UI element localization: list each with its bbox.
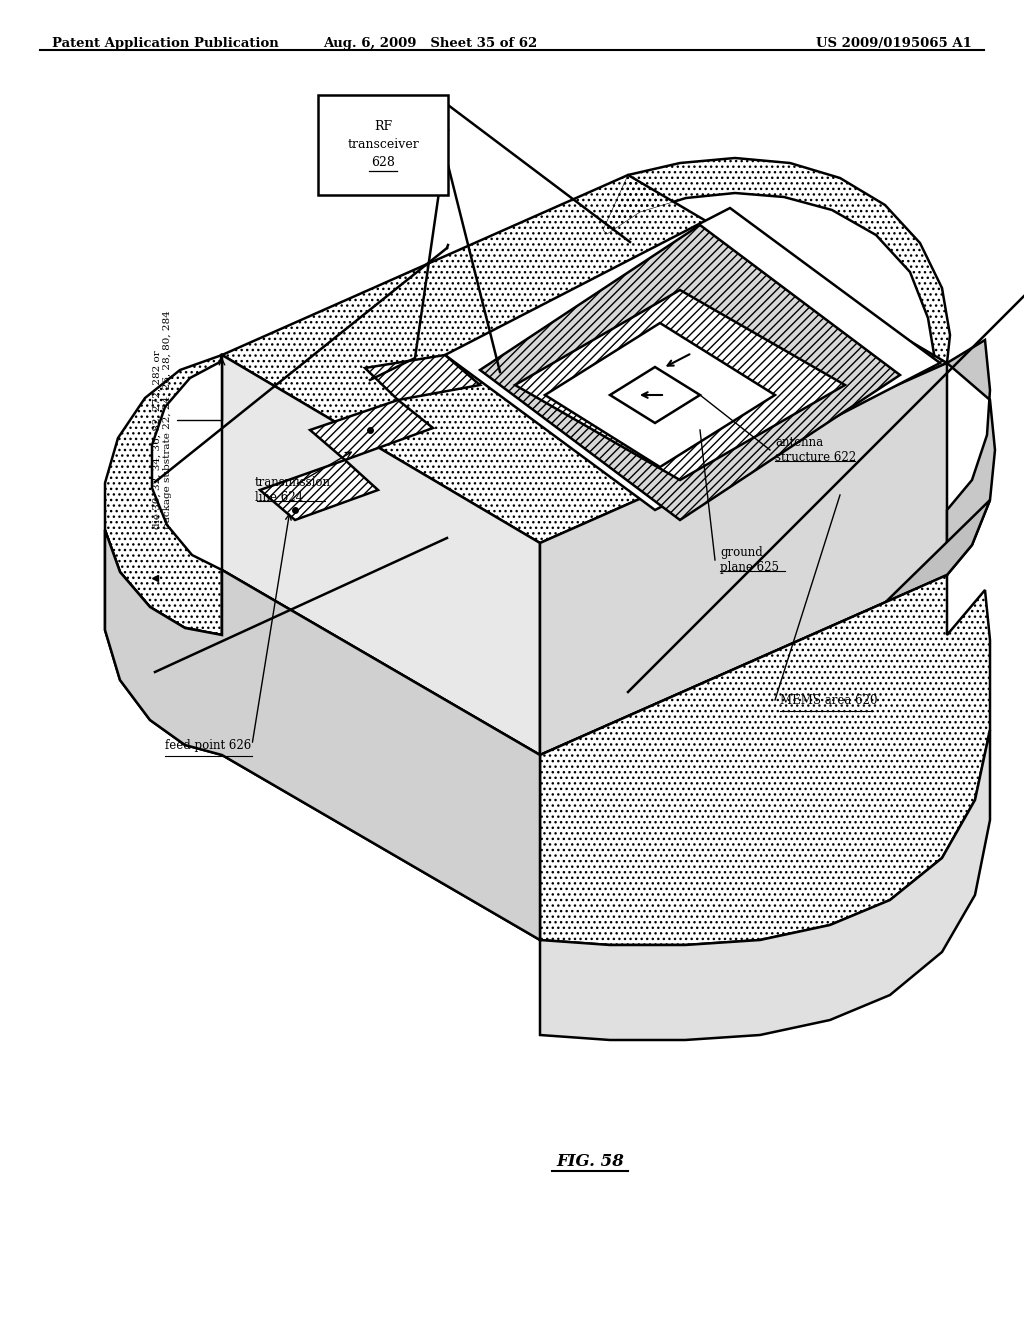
Polygon shape xyxy=(445,209,940,510)
Text: US 2009/0195065 A1: US 2009/0195065 A1 xyxy=(816,37,972,50)
Text: antenna
structure 622: antenna structure 622 xyxy=(775,436,856,465)
Polygon shape xyxy=(480,224,900,520)
Text: Aug. 6, 2009   Sheet 35 of 62: Aug. 6, 2009 Sheet 35 of 62 xyxy=(323,37,538,50)
Polygon shape xyxy=(365,355,480,400)
Text: 628: 628 xyxy=(371,157,395,169)
Polygon shape xyxy=(515,290,845,480)
Polygon shape xyxy=(947,341,995,576)
Bar xyxy=(318,95,449,195)
Text: feed point 626: feed point 626 xyxy=(165,738,251,751)
Text: Patent Application Publication: Patent Application Publication xyxy=(52,37,279,50)
Polygon shape xyxy=(222,355,540,755)
Polygon shape xyxy=(540,363,947,755)
Text: FIG. 58: FIG. 58 xyxy=(556,1154,624,1171)
Polygon shape xyxy=(540,500,990,940)
Polygon shape xyxy=(540,576,990,945)
Text: ground
plane 625: ground plane 625 xyxy=(720,546,779,574)
Polygon shape xyxy=(105,531,540,940)
Polygon shape xyxy=(540,730,990,1040)
Text: RF: RF xyxy=(374,120,392,133)
Text: MEMS area 620: MEMS area 620 xyxy=(780,693,878,706)
Polygon shape xyxy=(603,158,950,363)
Polygon shape xyxy=(105,531,540,940)
Polygon shape xyxy=(610,367,700,422)
Polygon shape xyxy=(310,400,433,459)
Text: die 30, 32, 34, 36, 82, 272, 282 or
package substrate 22, 24, 26, 28, 80, 284: die 30, 32, 34, 36, 82, 272, 282 or pack… xyxy=(153,310,172,529)
Text: transmission
line 624: transmission line 624 xyxy=(255,477,331,504)
Polygon shape xyxy=(545,323,775,467)
Text: transceiver: transceiver xyxy=(347,139,419,152)
Polygon shape xyxy=(222,176,947,543)
Polygon shape xyxy=(260,459,378,520)
Polygon shape xyxy=(105,355,222,635)
